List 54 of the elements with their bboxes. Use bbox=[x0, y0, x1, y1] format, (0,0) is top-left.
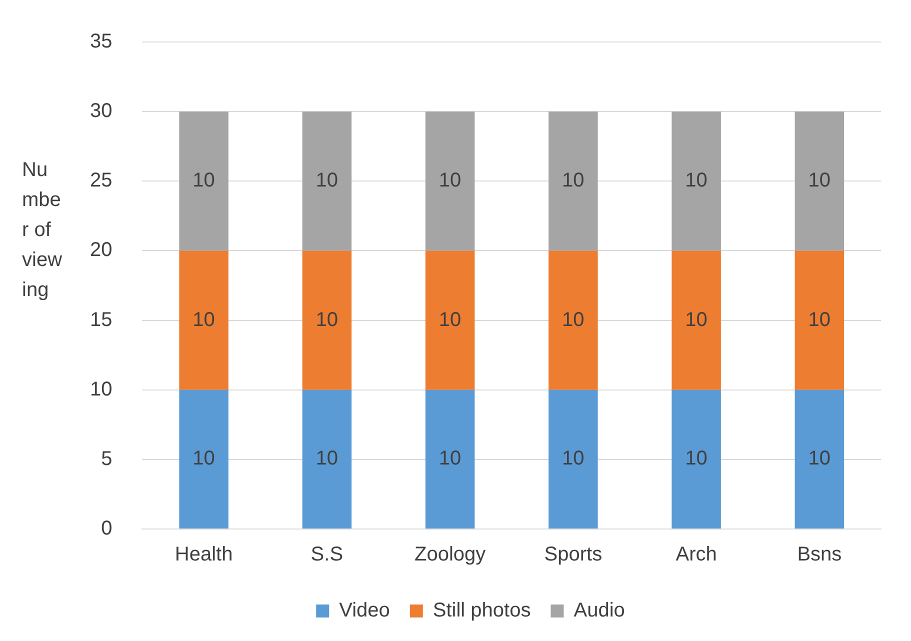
x-tick-label: Zoology bbox=[414, 544, 486, 566]
bar bbox=[425, 390, 475, 528]
bar bbox=[425, 112, 475, 251]
data-label: 10 bbox=[192, 308, 215, 331]
bar bbox=[794, 390, 844, 528]
y-tick-label: 30 bbox=[90, 100, 112, 122]
data-label: 10 bbox=[562, 170, 584, 192]
bar bbox=[302, 390, 352, 528]
bar bbox=[548, 390, 598, 528]
data-label: 10 bbox=[192, 448, 215, 470]
y-tick-label: 0 bbox=[101, 518, 112, 540]
bar bbox=[302, 112, 352, 251]
y-tick-label: 20 bbox=[90, 239, 112, 262]
data-label: 10 bbox=[685, 448, 708, 470]
bar bbox=[548, 112, 598, 251]
y-axis-title: Number of viewing bbox=[22, 158, 62, 303]
y-tick-label: 15 bbox=[90, 308, 112, 331]
legend-label: Audio bbox=[574, 600, 625, 622]
x-tick-label: S.S bbox=[310, 544, 344, 566]
x-tick-label: Health bbox=[174, 544, 233, 566]
data-label: 10 bbox=[685, 170, 708, 192]
data-label: 10 bbox=[192, 170, 215, 192]
x-tick-label: Sports bbox=[544, 544, 602, 566]
legend-label: Still photos bbox=[432, 600, 531, 622]
bar bbox=[302, 250, 352, 390]
data-label: 10 bbox=[808, 308, 831, 331]
data-label: 10 bbox=[685, 308, 708, 331]
x-tick-label: Bsns bbox=[797, 544, 842, 566]
data-label: 10 bbox=[438, 448, 462, 470]
bar bbox=[672, 250, 721, 390]
data-label: 10 bbox=[562, 308, 584, 331]
bar bbox=[179, 250, 228, 390]
bar bbox=[794, 250, 844, 390]
y-tick-label: 35 bbox=[90, 30, 112, 53]
data-label: 10 bbox=[808, 448, 831, 470]
y-tick-label: 5 bbox=[101, 448, 112, 470]
data-label: 10 bbox=[562, 448, 584, 470]
data-label: 10 bbox=[316, 308, 338, 331]
bar bbox=[548, 250, 598, 390]
data-label: 10 bbox=[808, 170, 831, 192]
data-label: 10 bbox=[316, 448, 338, 470]
data-label: 10 bbox=[438, 170, 462, 192]
data-label: 10 bbox=[438, 308, 462, 331]
bar bbox=[672, 390, 721, 528]
bar bbox=[179, 390, 228, 528]
x-tick-label: Arch bbox=[676, 544, 717, 566]
bar bbox=[672, 112, 721, 251]
bar bbox=[179, 112, 228, 251]
legend-label: Video bbox=[339, 600, 390, 622]
y-tick-label: 25 bbox=[90, 170, 112, 192]
y-tick-label: 10 bbox=[90, 378, 112, 400]
data-label: 10 bbox=[316, 170, 338, 192]
bar bbox=[794, 112, 844, 251]
bar bbox=[425, 250, 475, 390]
